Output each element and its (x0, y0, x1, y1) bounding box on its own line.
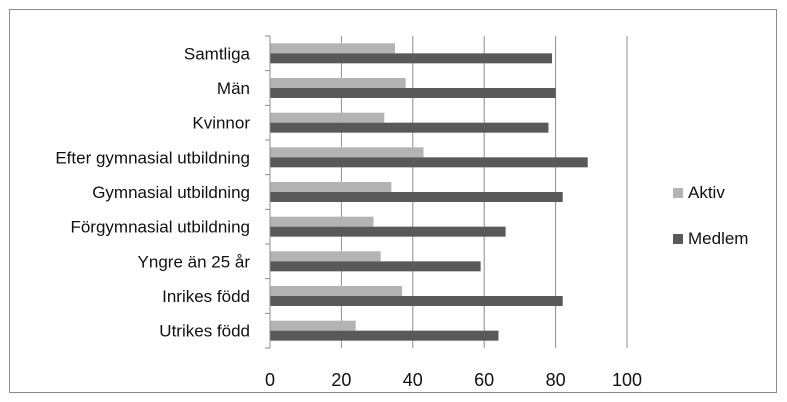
category-label: Kvinnor (192, 114, 250, 133)
bar-aktiv-4 (270, 182, 392, 192)
x-tick-label: 60 (474, 370, 494, 390)
bar-medlem-4 (270, 192, 563, 202)
legend: Aktiv Medlem (673, 183, 748, 248)
bar-aktiv-2 (270, 112, 385, 123)
bar-medlem-3 (270, 157, 588, 168)
bars (270, 43, 588, 341)
category-labels: Samtliga Män Kvinnor Efter gymnasial utbild… (55, 44, 250, 340)
category-label: Inrikes född (162, 287, 250, 306)
bar-aktiv-0 (270, 43, 395, 54)
bar-medlem-2 (270, 122, 549, 133)
bar-aktiv-7 (270, 286, 403, 296)
x-tick-label: 100 (612, 370, 642, 390)
bar-medlem-7 (270, 296, 563, 306)
legend-swatch-aktiv (673, 188, 683, 198)
legend-swatch-medlem (673, 234, 683, 244)
x-tick-label: 40 (403, 370, 423, 390)
bar-medlem-5 (270, 226, 506, 237)
x-tick-label: 80 (546, 370, 566, 390)
bar-medlem-1 (270, 88, 556, 98)
category-label: Samtliga (184, 44, 251, 63)
bar-aktiv-1 (270, 78, 406, 88)
bar-medlem-6 (270, 261, 481, 272)
category-label: Gymnasial utbildning (92, 183, 250, 202)
category-label: Utrikes född (159, 322, 250, 341)
category-label: Män (217, 79, 250, 98)
bar-aktiv-8 (270, 320, 356, 331)
bar-aktiv-6 (270, 251, 381, 262)
category-label: Yngre än 25 år (138, 252, 251, 271)
x-tick-label: 0 (265, 370, 275, 390)
x-tick-label: 20 (331, 370, 351, 390)
bar-aktiv-5 (270, 216, 374, 227)
legend-label-aktiv: Aktiv (688, 183, 725, 202)
y-axis (265, 35, 271, 349)
x-tick-labels: 0 20 40 60 80 100 (265, 370, 642, 390)
bar-medlem-8 (270, 330, 499, 341)
category-label: Förgymnasial utbildning (70, 218, 250, 237)
bar-aktiv-3 (270, 147, 424, 158)
legend-label-medlem: Medlem (688, 229, 748, 248)
category-label: Efter gymnasial utbildning (55, 148, 250, 167)
bar-medlem-0 (270, 53, 553, 64)
